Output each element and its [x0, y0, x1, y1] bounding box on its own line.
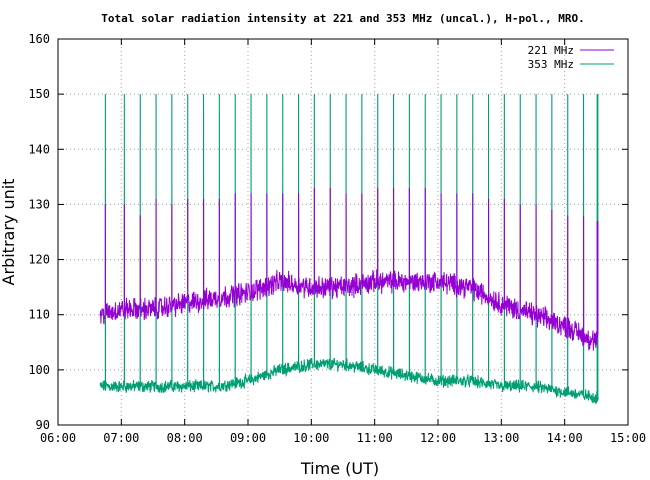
y-tick-label: 140 — [28, 142, 50, 156]
x-tick-label: 07:00 — [103, 431, 139, 445]
legend-label-353: 353 MHz — [528, 58, 574, 71]
x-axis-label: Time (UT) — [300, 459, 379, 478]
y-tick-label: 130 — [28, 197, 50, 211]
plot-frame — [57, 38, 629, 426]
x-tick-label: 11:00 — [357, 431, 393, 445]
x-tick-label: 13:00 — [483, 431, 519, 445]
x-tick-label: 08:00 — [167, 431, 203, 445]
axis-ticks: 06:00 07:00 08:00 09:00 10:00 11:00 12:00 13:00… — [28, 32, 646, 445]
x-tick-label: 09:00 — [230, 431, 266, 445]
series-line-221 — [99, 187, 599, 351]
x-tick-label: 12:00 — [420, 431, 456, 445]
x-tick-label: 14:00 — [547, 431, 583, 445]
x-tick-label: 15:00 — [610, 431, 646, 445]
chart-title: Total solar radiation intensity at 221 a… — [101, 12, 584, 25]
x-tick-label: 06:00 — [40, 431, 76, 445]
y-tick-label: 160 — [28, 32, 50, 46]
series-line-353 — [99, 94, 599, 405]
y-tick-label: 110 — [28, 308, 50, 322]
plot-area — [99, 94, 599, 405]
legend: 221 MHz 353 MHz — [528, 44, 614, 71]
y-tick-label: 90 — [36, 418, 50, 432]
legend-label-221: 221 MHz — [528, 44, 574, 57]
y-axis-label: Arbitrary unit — [0, 179, 18, 286]
x-tick-label: 10:00 — [293, 431, 329, 445]
y-tick-label: 100 — [28, 363, 50, 377]
y-tick-label: 120 — [28, 253, 50, 267]
grid — [58, 39, 628, 425]
y-tick-label: 150 — [28, 87, 50, 101]
